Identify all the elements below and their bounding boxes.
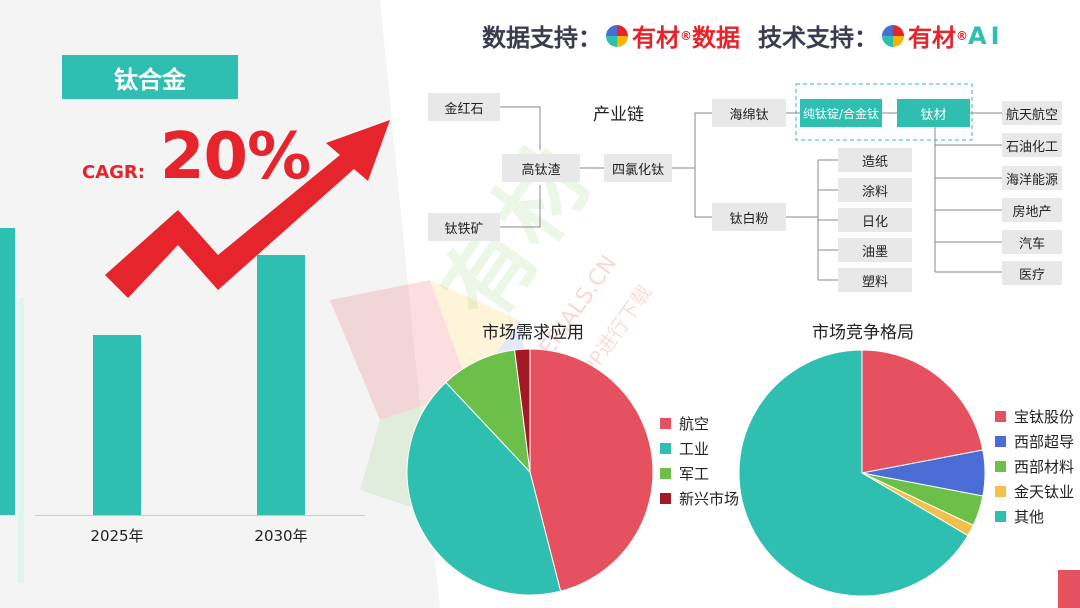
material-use-item: 石油化工: [1002, 133, 1062, 157]
demand-slice-1: [406, 381, 562, 596]
competition-legend-swatch: [995, 411, 1006, 422]
competition-legend-label: 金天钛业: [1014, 483, 1075, 501]
chain-tio2: 钛白粉: [712, 203, 786, 231]
left-background: [0, 0, 440, 608]
corner-decoration: [1058, 570, 1080, 608]
brand-logo-icon-2: [882, 24, 904, 47]
chain-raw-rutile: 金红石: [428, 93, 500, 121]
growth-arrow-icon: [105, 120, 390, 298]
section-title-box: 钛合金: [62, 55, 238, 99]
demand-legend-label: 航空: [679, 415, 710, 433]
competition-legend-item: 西部材料: [995, 456, 1074, 477]
material-use-item: 医疗: [1002, 261, 1062, 285]
tech-brand-suffix: AI: [968, 21, 1004, 50]
competition-legend-label: 其他: [1014, 508, 1045, 526]
competition-legend-item: 西部超导: [995, 431, 1074, 452]
white-use-item: 造纸: [838, 148, 912, 172]
left-edge-bar: [0, 228, 15, 515]
chain-raw-ilmenite: 钛铁矿: [428, 213, 500, 241]
demand-legend-label: 军工: [679, 465, 710, 483]
demand-chart-title: 市场需求应用: [482, 323, 584, 343]
section-title: 钛合金: [114, 65, 186, 94]
competition-slice-0: [861, 349, 984, 474]
demand-legend-swatch: [660, 493, 671, 504]
competition-legend-label: 西部超导: [1014, 433, 1075, 451]
chain-sponge: 海绵钛: [712, 99, 786, 127]
chain-ticl4: 四氯化钛: [604, 154, 672, 182]
competition-legend-label: 宝钛股份: [1014, 408, 1075, 426]
material-use-item: 海洋能源: [1002, 166, 1062, 190]
demand-slice-2: [445, 349, 531, 474]
competition-legend-swatch: [995, 436, 1006, 447]
demand-legend-swatch: [660, 468, 671, 479]
tech-brand-reg: ®: [956, 28, 968, 43]
competition-legend-swatch: [995, 461, 1006, 472]
competition-legend-item: 金天钛业: [995, 481, 1074, 502]
demand-legend-item: 工业: [660, 438, 709, 459]
left-faint-line: [18, 298, 24, 583]
bar-axis: [35, 515, 365, 516]
header: 数据支持： 有材 ® 数据 技术支持： 有材 ® AI: [482, 18, 1004, 53]
demand-legend-item: 新兴市场: [660, 488, 739, 509]
bar-0: [93, 335, 141, 515]
chain-connectors: [500, 83, 1002, 281]
data-support-label: 数据支持：: [482, 24, 602, 52]
cagr-value: 20%: [160, 120, 311, 194]
demand-slice-0: [529, 348, 654, 592]
white-use-item: 日化: [838, 208, 912, 232]
tech-brand: 有材: [908, 24, 956, 52]
competition-slice-4: [738, 349, 969, 597]
tech-support-label: 技术支持：: [758, 24, 878, 52]
chain-ti-material: 钛材: [897, 99, 970, 127]
data-brand-suffix: 数据: [692, 24, 740, 52]
chain-pure-ingot: 纯钛锭/合金钛: [800, 99, 882, 127]
chain-title: 产业链: [593, 105, 644, 125]
competition-legend-swatch: [995, 511, 1006, 522]
competition-legend-label: 西部材料: [1014, 458, 1075, 476]
competition-chart-title: 市场竞争格局: [812, 323, 914, 343]
demand-legend-label: 新兴市场: [679, 490, 740, 508]
white-use-item: 油墨: [838, 238, 912, 262]
competition-legend-item: 宝钛股份: [995, 406, 1074, 427]
chain-titanium-slag: 高钛渣: [502, 154, 580, 182]
data-brand-reg: ®: [680, 28, 692, 43]
demand-slice-3: [514, 348, 531, 473]
demand-legend-item: 航空: [660, 413, 709, 434]
white-use-item: 涂料: [838, 178, 912, 202]
material-use-item: 汽车: [1002, 230, 1062, 254]
material-use-item: 航天航空: [1002, 101, 1062, 125]
demand-legend-label: 工业: [679, 440, 710, 458]
bar-1: [257, 255, 305, 515]
material-use-item: 房地产: [1002, 198, 1062, 222]
bar-label-1: 2030年: [254, 527, 308, 545]
competition-legend-swatch: [995, 486, 1006, 497]
demand-legend-swatch: [660, 443, 671, 454]
brand-logo-icon: [606, 24, 628, 47]
white-use-item: 塑料: [838, 268, 912, 292]
data-brand: 有材: [632, 24, 680, 52]
bar-label-0: 2025年: [90, 527, 144, 545]
demand-legend-swatch: [660, 418, 671, 429]
competition-legend-item: 其他: [995, 506, 1044, 527]
cagr-label: CAGR:: [82, 162, 145, 183]
demand-legend-item: 军工: [660, 463, 709, 484]
